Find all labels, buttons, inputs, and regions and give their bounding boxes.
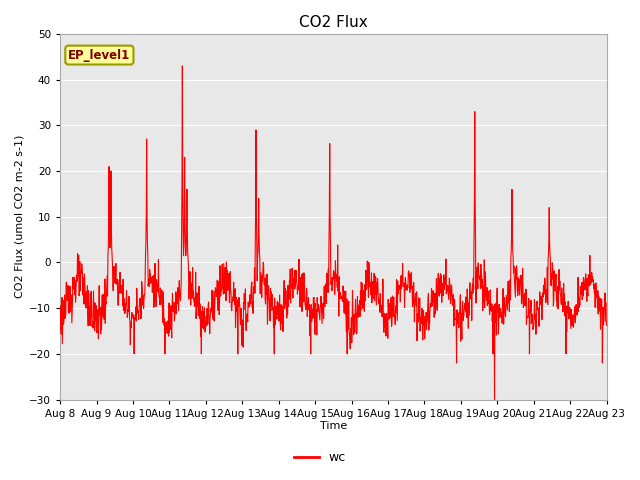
Y-axis label: CO2 Flux (umol CO2 m-2 s-1): CO2 Flux (umol CO2 m-2 s-1) xyxy=(15,135,25,299)
Legend: wc: wc xyxy=(289,446,351,469)
X-axis label: Time: Time xyxy=(320,421,347,432)
Title: CO2 Flux: CO2 Flux xyxy=(299,15,368,30)
Text: EP_level1: EP_level1 xyxy=(68,48,131,61)
